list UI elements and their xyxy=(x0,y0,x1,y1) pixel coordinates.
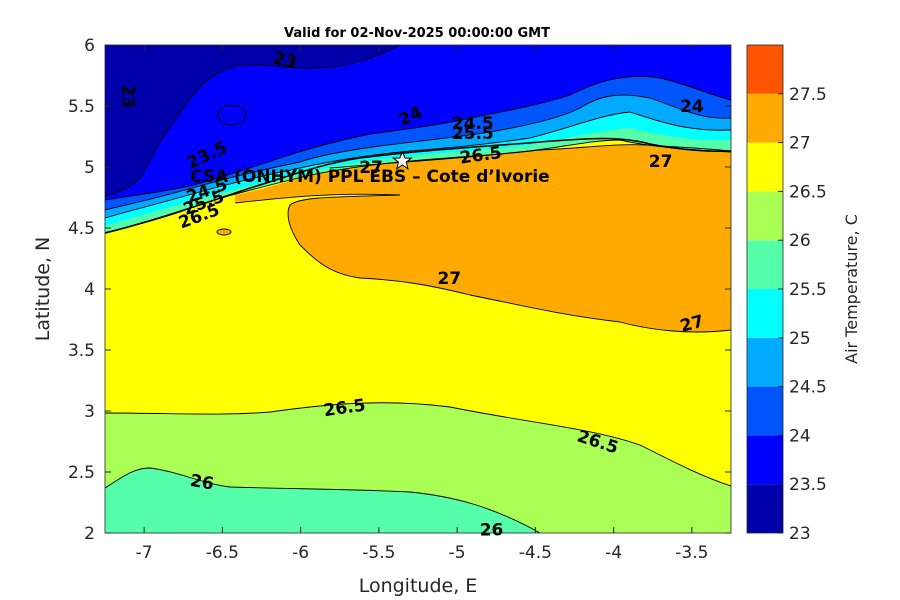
contour-23.5 xyxy=(105,76,731,201)
colorbar-tick-label: 24 xyxy=(789,426,811,446)
colorbar-tick-label: 23.5 xyxy=(789,475,827,495)
contour-23.5-pocket xyxy=(217,104,247,126)
colorbar: 23 23.5 24 24.5 25 25.5 26 26.5 27 27.5 xyxy=(746,44,827,544)
x-tick-label: -7 xyxy=(136,543,153,563)
contour-27-blob xyxy=(216,228,232,236)
site-label: CSA (ONHYM) PPL EBS – Cote d’Ivorie xyxy=(190,167,550,187)
band-27-27.5 xyxy=(235,144,731,333)
x-axis: -7 -6.5 -6 -5.5 -5 -4.5 -4 -3.5 xyxy=(136,45,708,563)
site-marker xyxy=(391,150,413,171)
contour-label: 27 xyxy=(649,152,673,172)
contour-26.5 xyxy=(105,402,731,487)
colorbar-tick-label: 25.5 xyxy=(789,280,827,300)
band-23 xyxy=(105,45,400,196)
contour-24.5 xyxy=(105,111,731,219)
contour-fill xyxy=(105,45,731,533)
contour-label: 26 xyxy=(480,520,504,540)
contour-label: 27 xyxy=(359,158,383,178)
coastline xyxy=(105,137,731,234)
colorbar-swatch xyxy=(747,93,783,143)
colorbar-swatch xyxy=(747,484,783,533)
colorbar-swatch xyxy=(747,435,783,485)
colorbar-tick-label: 26 xyxy=(789,231,811,251)
y-axis: 2 2.5 3 3.5 4 4.5 5 5.5 6 xyxy=(68,36,731,544)
x-tick-label: -5.5 xyxy=(362,543,395,563)
contour-27-north xyxy=(329,144,731,169)
x-axis-label: Longitude, E xyxy=(359,575,478,597)
colorbar-swatch xyxy=(747,289,783,338)
y-tick-label: 5 xyxy=(84,158,95,178)
y-tick-label: 2.5 xyxy=(68,463,95,483)
colorbar-swatch xyxy=(747,45,783,94)
colorbar-tick-label: 25 xyxy=(789,329,811,349)
x-tick-label: -4 xyxy=(605,543,622,563)
contour-26 xyxy=(105,467,541,533)
y-tick-label: 5.5 xyxy=(68,97,95,117)
band-23.5-pocket xyxy=(218,105,246,125)
colorbar-label: Air Temperature, C xyxy=(842,214,861,364)
star-icon xyxy=(391,150,413,171)
x-tick-label: -5 xyxy=(449,543,466,563)
contour-label: 23 xyxy=(117,84,137,108)
x-tick-label: -6 xyxy=(292,543,309,563)
colorbar-swatch xyxy=(747,142,783,192)
colorbar-tick-label: 27.5 xyxy=(789,85,827,105)
y-tick-label: 4 xyxy=(84,280,95,300)
colorbar-swatch xyxy=(747,337,783,387)
y-tick-label: 3 xyxy=(84,402,95,422)
colorbar-tick-label: 23 xyxy=(789,524,811,544)
colorbar-tick-label: 27 xyxy=(789,134,811,154)
contour-27 xyxy=(234,193,731,333)
y-tick-label: 3.5 xyxy=(68,341,95,361)
contour-label: 26 xyxy=(188,471,215,495)
band-27-blob xyxy=(217,229,231,235)
y-axis-label: Latitude, N xyxy=(32,237,54,342)
x-tick-label: -4.5 xyxy=(519,543,552,563)
contour-label: 23 xyxy=(271,48,298,72)
y-tick-label: 4.5 xyxy=(68,219,95,239)
contour-label: 27 xyxy=(437,269,461,289)
contour-label: 25.5 xyxy=(452,124,494,144)
map-title: Valid for 02-Nov-2025 00:00:00 GMT xyxy=(284,26,550,41)
band-23.5 xyxy=(105,45,731,200)
contour-23 xyxy=(105,45,401,197)
y-tick-label: 6 xyxy=(84,36,95,56)
x-tick-label: -3.5 xyxy=(675,543,708,563)
colorbar-swatch xyxy=(747,386,783,436)
colorbar-tick-label: 26.5 xyxy=(789,182,827,202)
colorbar-swatch xyxy=(747,191,783,241)
x-tick-label: -6.5 xyxy=(206,543,239,563)
contour-24 xyxy=(105,94,731,211)
contour-label: 24.5 xyxy=(452,114,494,134)
y-tick-label: 2 xyxy=(84,524,95,544)
contour-lines xyxy=(105,45,731,533)
colorbar-swatch xyxy=(747,240,783,289)
contour-label: 24 xyxy=(680,97,704,117)
colorbar-tick-label: 24.5 xyxy=(789,378,827,398)
